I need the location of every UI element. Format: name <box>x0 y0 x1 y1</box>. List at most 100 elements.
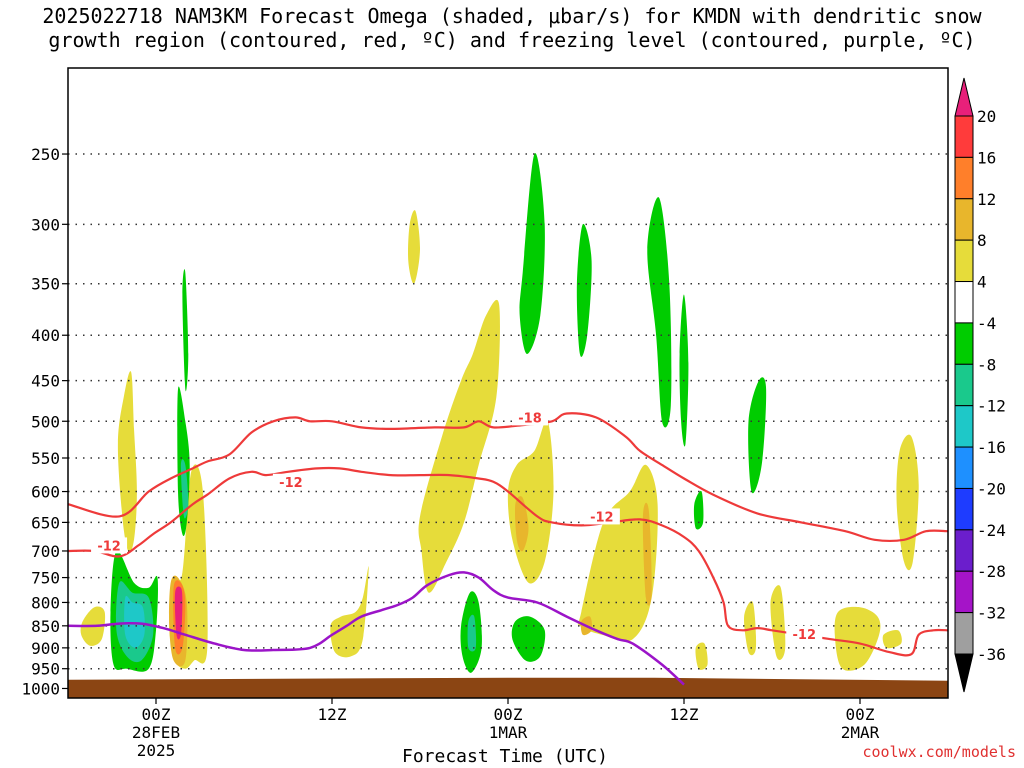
contour-label-bg <box>512 409 548 426</box>
colorbar-swatch <box>954 239 974 283</box>
credit-link[interactable]: coolwx.com/models <box>862 743 1016 761</box>
x-tick-label: 1MAR <box>489 723 528 742</box>
omega-region-11 <box>770 585 786 661</box>
colorbar-label: 4 <box>977 273 987 292</box>
x-tick-label: 00Z <box>142 705 171 724</box>
omega-shading-layer <box>80 153 919 673</box>
chart-title: 2025022718 NAM3KM Forecast Omega (shaded… <box>0 4 1024 52</box>
contour-label-bg <box>272 473 309 490</box>
omega-region-29 <box>748 377 767 494</box>
colorbar-swatch <box>954 570 974 614</box>
colorbar-label: -36 <box>977 645 1006 664</box>
y-tick-label-550: 550 <box>31 449 60 468</box>
x-tick-label: 12Z <box>670 705 699 724</box>
freezing-level-contour <box>68 571 685 686</box>
omega-region-32 <box>467 614 477 652</box>
omega-region-15 <box>514 496 529 552</box>
omega-region-26 <box>576 223 592 357</box>
omega-region-24 <box>511 616 546 662</box>
contour-label: -12 <box>793 628 817 643</box>
y-tick-label-850: 850 <box>31 617 60 636</box>
contour-layer: -18 -12 -12 -12 -12 <box>68 409 948 686</box>
contour-label: -18 <box>518 411 542 426</box>
plot-background <box>68 68 948 698</box>
y-tick-label-700: 700 <box>31 542 60 561</box>
colorbar-swatch <box>954 612 974 655</box>
colorbar-swatch <box>954 405 974 448</box>
colorbar-swatch <box>954 198 974 241</box>
terrain-layer <box>68 677 948 698</box>
contour-label: -12 <box>590 510 614 525</box>
omega-region-10 <box>744 601 757 656</box>
colorbar-label: -12 <box>977 397 1006 416</box>
y-tick-label-900: 900 <box>31 639 60 658</box>
colorbar-top-arrow <box>954 77 974 117</box>
omega-region-33 <box>124 595 145 648</box>
y-tick-label-800: 800 <box>31 593 60 612</box>
colorbar-label: 12 <box>977 190 996 209</box>
y-tick-label-350: 350 <box>31 275 60 294</box>
y-tick-label-600: 600 <box>31 483 60 502</box>
colorbar-label: -28 <box>977 562 1006 581</box>
x-tick-label: 2025 <box>137 741 176 760</box>
omega-region-7 <box>408 210 421 284</box>
omega-region-28 <box>679 294 689 447</box>
y-tick-label-500: 500 <box>31 412 60 431</box>
pressure-axis: 250 300 350 400 450 500 550 600 650 700 750 800 850 9… <box>21 145 68 698</box>
y-tick-label-250: 250 <box>31 145 60 164</box>
colorbar-label: -16 <box>977 438 1006 457</box>
omega-region-34 <box>180 459 189 519</box>
terrain-ground <box>68 677 948 698</box>
y-tick-label-950: 950 <box>31 660 60 679</box>
colorbar-label: -20 <box>977 479 1006 498</box>
omega-region-25 <box>519 153 545 354</box>
colorbar-label: -32 <box>977 604 1006 623</box>
x-tick-label: 12Z <box>318 705 347 724</box>
y-tick-label-300: 300 <box>31 215 60 234</box>
colorbar-swatch <box>954 322 974 365</box>
colorbar-label: -8 <box>977 355 996 374</box>
contour-label-bg <box>583 508 620 525</box>
omega-region-22 <box>182 269 189 392</box>
x-axis-label: Forecast Time (UTC) <box>402 746 608 767</box>
dgz-contour--18 <box>68 412 948 542</box>
colorbar-swatch <box>954 156 974 200</box>
x-tick-label: 00Z <box>846 705 875 724</box>
colorbar-label: 8 <box>977 231 987 250</box>
omega-region-0 <box>117 371 137 553</box>
colorbar-label: -24 <box>977 521 1006 540</box>
x-tick-label: 28FEB <box>132 723 180 742</box>
x-tick-label: 00Z <box>494 705 523 724</box>
colorbar-label: 20 <box>977 107 996 126</box>
omega-region-4 <box>418 299 500 593</box>
omega-region-27 <box>647 197 672 428</box>
contour-label-bg <box>91 537 128 554</box>
omega-colorbar: 20 16 12 8 4 -4 -8 -12 -16 -20 -24 -28 -32 -36 <box>954 77 1006 693</box>
y-tick-label-650: 650 <box>31 513 60 532</box>
omega-region-9 <box>834 606 881 671</box>
colorbar-swatch <box>954 281 974 324</box>
contour-label: -12 <box>97 539 121 554</box>
title-line-1: 2025022718 NAM3KM Forecast Omega (shaded… <box>42 4 982 28</box>
y-tick-label-1000: 1000 <box>21 679 60 698</box>
contour-label: -12 <box>279 476 303 491</box>
colorbar-swatch <box>954 446 974 489</box>
colorbar-swatch <box>954 363 974 407</box>
contour-label-bg <box>786 625 823 642</box>
colorbar-swatch <box>954 115 974 158</box>
y-tick-label-400: 400 <box>31 326 60 345</box>
omega-region-30 <box>693 490 704 530</box>
colorbar-swatch <box>954 529 974 572</box>
omega-region-3 <box>330 566 369 658</box>
colorbar-label: -4 <box>977 314 996 333</box>
x-tick-label: 2MAR <box>841 723 880 742</box>
colorbar-bottom-arrow <box>954 653 974 693</box>
omega-region-13 <box>882 629 902 649</box>
title-line-2: growth region (contoured, red, ºC) and f… <box>48 28 976 52</box>
colorbar-label: 16 <box>977 148 996 167</box>
colorbar-swatch <box>954 487 974 531</box>
omega-region-16 <box>642 502 652 606</box>
omega-region-12 <box>695 642 708 670</box>
y-tick-label-450: 450 <box>31 372 60 391</box>
